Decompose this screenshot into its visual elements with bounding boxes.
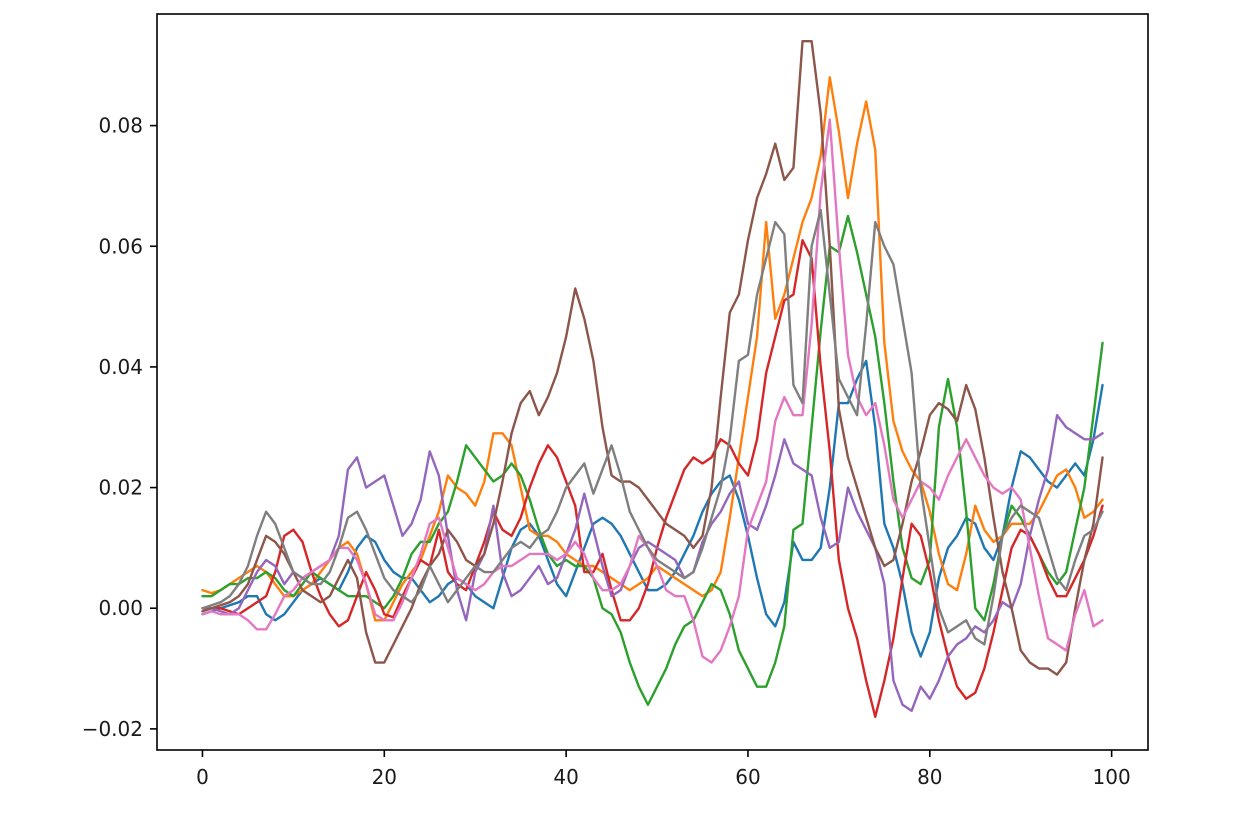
y-tick-label: −0.02 [82,717,143,741]
x-tick-label: 80 [917,765,942,789]
y-tick-label: 0.08 [98,114,143,138]
series-line-8 [201,208,1104,646]
x-tick-label: 100 [1093,765,1131,789]
series-line-5 [201,413,1104,712]
series-line-2 [201,76,1104,622]
y-tick-label: 0.06 [98,234,143,258]
x-tick-label: 40 [553,765,578,789]
series-line-7 [201,118,1104,664]
y-tick-label: 0.02 [98,476,143,500]
x-tick-label: 20 [372,765,397,789]
x-tick-label: 60 [735,765,760,789]
x-tick-label: 0 [196,765,209,789]
plot-frame [156,13,1149,751]
x-axis: 0 20 40 60 80 100 [196,750,1131,789]
y-tick-label: 0.00 [98,596,143,620]
y-tick-label: 0.04 [98,355,143,379]
series-line-3 [201,214,1104,706]
series-layer [201,39,1104,719]
series-line-1 [201,359,1104,658]
series-line-6 [201,39,1104,676]
series-line-4 [201,239,1104,719]
y-axis: −0.02 0.00 0.02 0.04 0.06 0.08 [82,114,157,741]
